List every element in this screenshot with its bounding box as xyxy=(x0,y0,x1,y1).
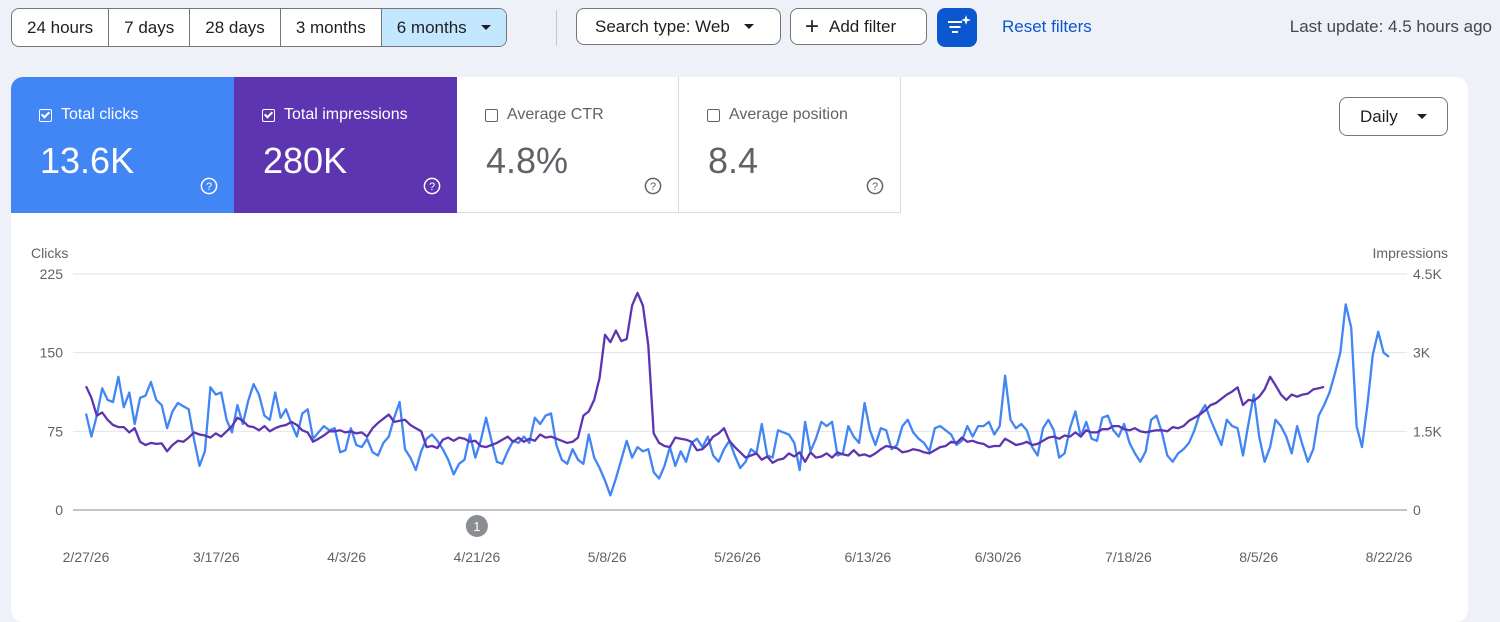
range-24-hours[interactable]: 24 hours xyxy=(12,9,110,46)
add-filter-label: Add filter xyxy=(829,16,897,36)
chevron-down-icon xyxy=(1416,114,1427,119)
chevron-down-icon xyxy=(743,24,754,29)
metric-total-impressions[interactable]: Total impressions 280K ? xyxy=(234,77,457,213)
performance-card: Total clicks 13.6K ? Total impressions 2… xyxy=(11,77,1468,622)
left-tick-label: 150 xyxy=(40,345,64,361)
right-tick-label: 4.5K xyxy=(1413,266,1442,282)
metric-label: Average position xyxy=(729,106,848,123)
granularity-label: Daily xyxy=(1360,106,1398,126)
metric-value: 280K xyxy=(263,140,348,181)
checkbox-unchecked-icon[interactable] xyxy=(707,108,720,122)
metric-total-clicks[interactable]: Total clicks 13.6K ? xyxy=(11,77,234,213)
svg-text:?: ? xyxy=(206,181,212,193)
metric-average-ctr[interactable]: Average CTR 4.8% ? xyxy=(457,77,679,213)
metric-header: Average position xyxy=(707,106,848,124)
range-3-months[interactable]: 3 months xyxy=(281,9,382,46)
last-update-text: Last update: 4.5 hours ago xyxy=(1289,17,1492,36)
reset-filters-link[interactable]: Reset filters xyxy=(1002,17,1092,36)
right-axis-title: Impressions xyxy=(1373,245,1448,261)
svg-text:?: ? xyxy=(429,181,435,193)
right-tick-label: 1.5K xyxy=(1413,423,1442,439)
search-type-button[interactable]: Search type: Web xyxy=(576,8,781,45)
metric-header: Total clicks xyxy=(39,106,138,124)
add-filter-button[interactable]: + Add filter xyxy=(790,8,927,45)
range-7-days[interactable]: 7 days xyxy=(109,9,191,46)
checkbox-checked-icon[interactable] xyxy=(39,108,52,122)
chevron-down-icon xyxy=(480,25,491,30)
range-6-months-label: 6 months xyxy=(396,17,467,37)
filter-settings-button[interactable] xyxy=(937,8,977,47)
right-tick-label: 3K xyxy=(1413,345,1431,361)
svg-text:?: ? xyxy=(872,181,878,193)
metric-average-position[interactable]: Average position 8.4 ? xyxy=(679,77,901,213)
x-tick-label: 5/8/26 xyxy=(588,549,627,565)
x-tick-label: 2/27/26 xyxy=(63,549,110,565)
x-tick-label: 8/5/26 xyxy=(1239,549,1278,565)
help-icon[interactable]: ? xyxy=(866,177,884,195)
impressions-series-line xyxy=(84,291,1325,464)
tune-sparkle-icon xyxy=(948,15,971,33)
left-tick-label: 0 xyxy=(55,502,63,518)
help-icon[interactable]: ? xyxy=(644,177,662,195)
x-tick-label: 4/3/26 xyxy=(327,549,366,565)
help-icon[interactable]: ? xyxy=(423,177,441,195)
clicks-series-line xyxy=(84,303,1390,497)
toolbar-divider xyxy=(556,10,557,46)
metric-label: Total clicks xyxy=(61,106,139,123)
toolbar: 24 hours 7 days 28 days 3 months 6 month… xyxy=(0,0,1500,56)
x-tick-label: 5/26/26 xyxy=(714,549,761,565)
x-tick-label: 6/13/26 xyxy=(844,549,891,565)
metric-header: Total impressions xyxy=(262,106,408,124)
x-tick-label: 4/21/26 xyxy=(454,549,501,565)
performance-chart: Clicks Impressions 0 0 75 1.5K 150 3K 225 4.5K 2/2… xyxy=(31,245,1448,565)
left-tick-label: 225 xyxy=(40,266,64,282)
left-tick-label: 75 xyxy=(47,423,63,439)
range-28-days[interactable]: 28 days xyxy=(190,9,281,46)
metric-label: Total impressions xyxy=(284,106,408,123)
help-icon[interactable]: ? xyxy=(200,177,218,195)
date-range-selector: 24 hours 7 days 28 days 3 months 6 month… xyxy=(11,8,507,47)
search-type-label: Search type: Web xyxy=(595,16,730,36)
metric-value: 8.4 xyxy=(708,140,759,181)
checkbox-unchecked-icon[interactable] xyxy=(485,108,498,122)
x-tick-label: 8/22/26 xyxy=(1366,549,1413,565)
left-axis-title: Clicks xyxy=(31,245,68,261)
granularity-dropdown[interactable]: Daily xyxy=(1339,97,1448,136)
range-6-months[interactable]: 6 months xyxy=(381,9,506,46)
svg-text:?: ? xyxy=(650,181,656,193)
metric-value: 4.8% xyxy=(486,140,569,181)
x-tick-label: 7/18/26 xyxy=(1105,549,1152,565)
annotation-label: 1 xyxy=(473,519,480,534)
x-tick-label: 6/30/26 xyxy=(975,549,1022,565)
annotation-marker[interactable] xyxy=(465,515,488,537)
metric-header: Average CTR xyxy=(485,106,604,124)
metric-value: 13.6K xyxy=(40,140,135,181)
plus-icon: + xyxy=(805,12,820,40)
right-tick-label: 0 xyxy=(1413,502,1421,518)
checkbox-checked-icon[interactable] xyxy=(262,108,275,122)
metric-label: Average CTR xyxy=(507,106,604,123)
x-tick-label: 3/17/26 xyxy=(193,549,240,565)
